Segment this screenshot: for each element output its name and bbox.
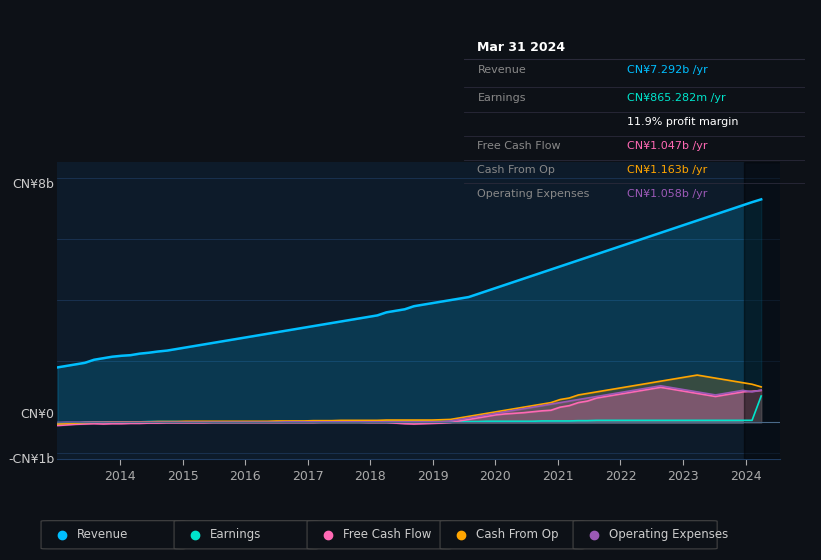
Text: Revenue: Revenue <box>478 64 526 74</box>
Text: 11.9% profit margin: 11.9% profit margin <box>627 118 739 128</box>
Text: CN¥0: CN¥0 <box>21 408 54 421</box>
Text: Free Cash Flow: Free Cash Flow <box>342 528 431 542</box>
FancyBboxPatch shape <box>174 521 319 549</box>
Text: CN¥1.047b /yr: CN¥1.047b /yr <box>627 141 708 151</box>
Text: Cash From Op: Cash From Op <box>478 165 555 175</box>
FancyBboxPatch shape <box>307 521 452 549</box>
Text: Cash From Op: Cash From Op <box>475 528 558 542</box>
Text: CN¥7.292b /yr: CN¥7.292b /yr <box>627 64 709 74</box>
Text: Operating Expenses: Operating Expenses <box>478 189 589 199</box>
Text: CN¥865.282m /yr: CN¥865.282m /yr <box>627 93 726 102</box>
Text: Earnings: Earnings <box>209 528 261 542</box>
Text: Revenue: Revenue <box>76 528 128 542</box>
FancyBboxPatch shape <box>41 521 186 549</box>
Text: Operating Expenses: Operating Expenses <box>608 528 727 542</box>
Text: Earnings: Earnings <box>478 93 526 102</box>
Text: CN¥8b: CN¥8b <box>12 178 54 191</box>
Text: CN¥1.163b /yr: CN¥1.163b /yr <box>627 165 708 175</box>
FancyBboxPatch shape <box>573 521 718 549</box>
Text: CN¥1.058b /yr: CN¥1.058b /yr <box>627 189 708 199</box>
Text: -CN¥1b: -CN¥1b <box>8 453 54 466</box>
Text: Free Cash Flow: Free Cash Flow <box>478 141 561 151</box>
Text: Mar 31 2024: Mar 31 2024 <box>478 41 566 54</box>
FancyBboxPatch shape <box>440 521 585 549</box>
Bar <box>745 162 792 459</box>
